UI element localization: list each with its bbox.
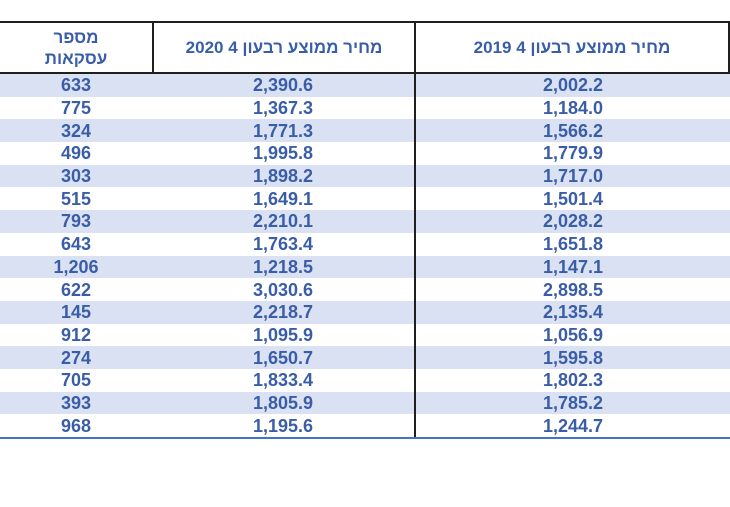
cell-transactions-count: 515: [60, 188, 92, 209]
table-row: 1,501.4 1,649.1 515: [0, 187, 730, 211]
header-avg-price-q4-2020: מחיר ממוצע רבעון 4 2020: [152, 23, 414, 72]
table-header-row: מחיר ממוצע רבעון 4 2019 מחיר ממוצע רבעון…: [0, 21, 730, 74]
table-row: 1,595.8 1,650.7 274: [0, 346, 730, 369]
cell-avg-price-q4-2019: 2,898.5: [414, 278, 730, 301]
cell-avg-price-q4-2020: 1,763.4: [252, 234, 314, 255]
cell-transactions-count: 643: [60, 234, 92, 255]
cell-avg-price-q4-2019: 2,135.4: [414, 300, 730, 324]
cell-avg-price-q4-2019: 1,184.0: [414, 96, 730, 120]
cell-avg-price-q4-2019: 1,244.7: [414, 414, 730, 437]
cell-transactions-count: 303: [60, 166, 92, 187]
cell-transactions-count: 912: [60, 324, 92, 345]
cell-avg-price-q4-2020: 1,805.9: [252, 392, 314, 413]
table-row: 2,028.2 2,210.1 793: [0, 210, 730, 233]
cell-avg-price-q4-2020: 1,367.3: [252, 98, 314, 119]
cell-transactions-count: 274: [60, 347, 92, 368]
table-row: 1,244.7 1,195.6 968: [0, 414, 730, 437]
table-row: 1,056.9 1,095.9 912: [0, 323, 730, 347]
cell-transactions-count: 496: [60, 143, 92, 164]
cell-avg-price-q4-2020: 1,650.7: [252, 347, 314, 368]
cell-transactions-count: 705: [60, 370, 92, 391]
cell-avg-price-q4-2019: 1,595.8: [414, 346, 730, 369]
cell-avg-price-q4-2020: 1,195.6: [252, 415, 314, 436]
cell-avg-price-q4-2019: 1,779.9: [414, 142, 730, 165]
table-body: 2,002.2 2,390.6 633 1,184.0 1,367.3 775 …: [0, 74, 730, 439]
cell-avg-price-q4-2020: 2,218.7: [252, 302, 314, 323]
table-row: 1,802.3 1,833.4 705: [0, 368, 730, 392]
table-row: 2,898.5 3,030.6 622: [0, 278, 730, 301]
cell-transactions-count: 633: [60, 75, 92, 96]
cell-avg-price-q4-2019: 1,056.9: [414, 323, 730, 347]
price-table: מחיר ממוצע רבעון 4 2019 מחיר ממוצע רבעון…: [0, 21, 730, 439]
cell-avg-price-q4-2020: 1,649.1: [252, 188, 314, 209]
cell-transactions-count: 622: [60, 279, 92, 300]
cell-transactions-count: 775: [60, 98, 92, 119]
cell-transactions-count: 324: [60, 120, 92, 141]
cell-avg-price-q4-2020: 1,218.5: [252, 256, 314, 277]
cell-avg-price-q4-2019: 1,717.0: [414, 164, 730, 188]
table-row: 1,785.2 1,805.9 393: [0, 391, 730, 415]
cell-transactions-count: 1,206: [53, 256, 99, 277]
cell-avg-price-q4-2019: 1,802.3: [414, 368, 730, 392]
cell-transactions-count: 393: [60, 392, 92, 413]
cell-avg-price-q4-2019: 1,501.4: [414, 187, 730, 211]
cell-avg-price-q4-2019: 1,651.8: [414, 232, 730, 256]
cell-avg-price-q4-2019: 2,002.2: [414, 74, 730, 97]
cell-avg-price-q4-2020: 2,210.1: [252, 211, 314, 232]
header-transactions-count: מספר עסקאות: [44, 27, 108, 68]
table-row: 2,135.4 2,218.7 145: [0, 300, 730, 324]
cell-avg-price-q4-2020: 3,030.6: [252, 279, 314, 300]
cell-avg-price-q4-2019: 2,028.2: [414, 210, 730, 233]
cell-avg-price-q4-2020: 1,898.2: [252, 166, 314, 187]
cell-avg-price-q4-2019: 1,785.2: [414, 391, 730, 415]
table-row: 1,147.1 1,218.5 1,206: [0, 255, 730, 279]
cell-avg-price-q4-2020: 1,771.3: [252, 120, 314, 141]
cell-transactions-count: 145: [60, 302, 92, 323]
table-row: 1,651.8 1,763.4 643: [0, 232, 730, 256]
table-row: 1,779.9 1,995.8 496: [0, 142, 730, 165]
cell-avg-price-q4-2019: 1,147.1: [414, 255, 730, 279]
table-row: 1,184.0 1,367.3 775: [0, 96, 730, 120]
price-comparison-screenshot: מחיר ממוצע רבעון 4 2019 מחיר ממוצע רבעון…: [0, 21, 730, 507]
table-row: 2,002.2 2,390.6 633: [0, 74, 730, 97]
cell-avg-price-q4-2020: 1,833.4: [252, 370, 314, 391]
header-avg-price-q4-2019: מחיר ממוצע רבעון 4 2019: [414, 23, 730, 72]
cell-transactions-count: 793: [60, 211, 92, 232]
cell-transactions-count: 968: [60, 415, 92, 436]
table-row: 1,566.2 1,771.3 324: [0, 119, 730, 143]
cell-avg-price-q4-2019: 1,566.2: [414, 119, 730, 143]
cell-avg-price-q4-2020: 2,390.6: [252, 75, 314, 96]
cell-avg-price-q4-2020: 1,095.9: [252, 324, 314, 345]
cell-avg-price-q4-2020: 1,995.8: [252, 143, 314, 164]
table-row: 1,717.0 1,898.2 303: [0, 164, 730, 188]
